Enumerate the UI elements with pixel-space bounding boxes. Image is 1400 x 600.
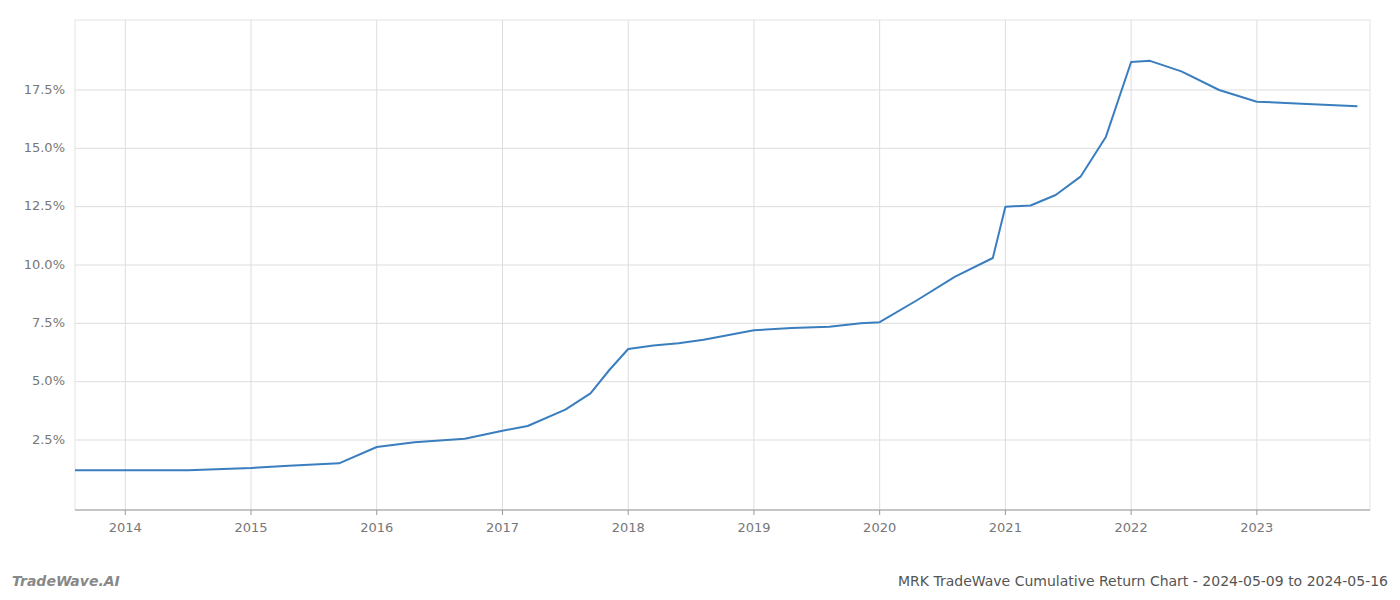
y-grid-line bbox=[75, 148, 1370, 149]
y-grid-line bbox=[75, 90, 1370, 91]
grid bbox=[75, 20, 1370, 510]
y-tick-label: 17.5% bbox=[24, 82, 65, 97]
x-tick-mark bbox=[753, 510, 754, 515]
series-group bbox=[75, 61, 1357, 471]
x-grid-line bbox=[628, 20, 629, 510]
x-grid-line bbox=[251, 20, 252, 510]
x-tick-mark bbox=[125, 510, 126, 515]
x-grid-line bbox=[753, 20, 754, 510]
y-tick-label: 5.0% bbox=[32, 373, 65, 388]
plot-frame bbox=[75, 20, 1370, 510]
chart-container: 2.5% 5.0% 7.5% 10.0% 12.5% 15.0% 17.5% 2014 2015… bbox=[0, 0, 1400, 600]
x-grid-line bbox=[125, 20, 126, 510]
x-grid-line bbox=[1131, 20, 1132, 510]
x-tick-label: 2020 bbox=[863, 520, 896, 535]
chart-title: MRK TradeWave Cumulative Return Chart - … bbox=[898, 573, 1388, 589]
x-grid-line bbox=[1005, 20, 1006, 510]
x-tick-mark bbox=[628, 510, 629, 515]
x-grid-line bbox=[502, 20, 503, 510]
x-tick-label: 2017 bbox=[486, 520, 519, 535]
y-grid-line bbox=[75, 206, 1370, 207]
x-tick-label: 2015 bbox=[234, 520, 267, 535]
y-grid-line bbox=[75, 265, 1370, 266]
x-tick-label: 2016 bbox=[360, 520, 393, 535]
y-tick-label: 12.5% bbox=[24, 198, 65, 213]
line-series bbox=[75, 61, 1357, 471]
x-tick-label: 2023 bbox=[1240, 520, 1273, 535]
x-grid-line bbox=[879, 20, 880, 510]
x-grid-line bbox=[376, 20, 377, 510]
x-tick-mark bbox=[1005, 510, 1006, 515]
watermark: TradeWave.AI bbox=[12, 573, 120, 589]
x-tick-label: 2021 bbox=[989, 520, 1022, 535]
x-tick-mark bbox=[502, 510, 503, 515]
x-tick-mark bbox=[879, 510, 880, 515]
y-tick-label: 7.5% bbox=[32, 315, 65, 330]
x-tick-label: 2019 bbox=[737, 520, 770, 535]
y-grid-line bbox=[75, 440, 1370, 441]
axes: 2.5% 5.0% 7.5% 10.0% 12.5% 15.0% 17.5% 2014 2015… bbox=[24, 20, 1370, 535]
y-tick-label: 2.5% bbox=[32, 432, 65, 447]
x-tick-mark bbox=[1131, 510, 1132, 515]
x-tick-label: 2018 bbox=[612, 520, 645, 535]
x-axis-line bbox=[75, 510, 1370, 511]
x-tick-mark bbox=[376, 510, 377, 515]
chart-svg: 2.5% 5.0% 7.5% 10.0% 12.5% 15.0% 17.5% 2014 2015… bbox=[0, 0, 1400, 600]
x-grid-line bbox=[1256, 20, 1257, 510]
x-tick-mark bbox=[251, 510, 252, 515]
y-tick-label: 15.0% bbox=[24, 140, 65, 155]
y-tick-label: 10.0% bbox=[24, 257, 65, 272]
y-grid-line bbox=[75, 381, 1370, 382]
x-tick-label: 2014 bbox=[109, 520, 142, 535]
x-tick-mark bbox=[1256, 510, 1257, 515]
x-tick-label: 2022 bbox=[1115, 520, 1148, 535]
y-grid-line bbox=[75, 323, 1370, 324]
